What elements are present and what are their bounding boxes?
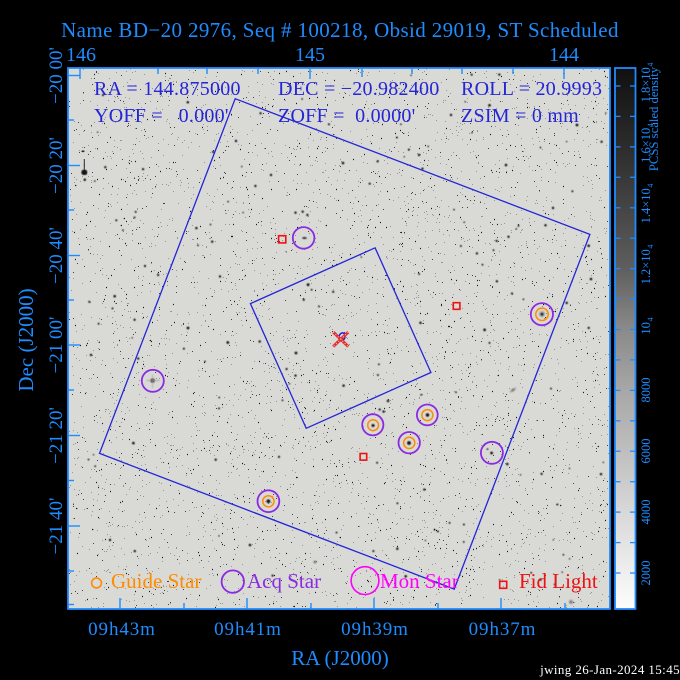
svg-text:Acq Star: Acq Star <box>247 569 321 593</box>
svg-text:RA (J2000): RA (J2000) <box>291 646 388 670</box>
svg-text:Guide Star: Guide Star <box>111 569 201 593</box>
svg-text:YOFF = 0.000': YOFF = 0.000' <box>94 105 229 127</box>
svg-text:1.6×104: 1.6×104 <box>639 123 655 163</box>
svg-text:−20 00': −20 00' <box>46 47 67 104</box>
svg-text:6000: 6000 <box>639 439 653 464</box>
svg-text:1.8×104: 1.8×104 <box>639 63 655 103</box>
svg-text:09h43m: 09h43m <box>88 619 156 640</box>
svg-text:145: 145 <box>295 44 325 66</box>
svg-text:ROLL = 20.9993: ROLL = 20.9993 <box>461 78 602 100</box>
svg-text:146: 146 <box>66 44 96 66</box>
svg-text:ZOFF = 0.0000': ZOFF = 0.0000' <box>278 105 416 127</box>
svg-text:−21 20': −21 20' <box>46 407 67 464</box>
svg-text:−20 40': −20 40' <box>46 227 67 284</box>
svg-text:Mon Star: Mon Star <box>380 569 459 593</box>
svg-text:09h41m: 09h41m <box>214 619 282 640</box>
svg-text:09h37m: 09h37m <box>469 619 537 640</box>
svg-text:ZSIM = 0 mm: ZSIM = 0 mm <box>461 105 579 127</box>
svg-text:144: 144 <box>549 44 579 66</box>
svg-text:−21 40': −21 40' <box>46 498 67 555</box>
svg-text:4000: 4000 <box>639 500 653 525</box>
svg-text:Dec (J2000): Dec (J2000) <box>14 288 38 391</box>
svg-text:8000: 8000 <box>639 378 653 403</box>
svg-text:1.4×104: 1.4×104 <box>639 184 655 224</box>
svg-text:1.2×104: 1.2×104 <box>639 245 655 285</box>
svg-text:−21 00': −21 00' <box>46 317 67 374</box>
svg-text:−20 20': −20 20' <box>46 137 67 194</box>
svg-text:PCSS scaled density: PCSS scaled density <box>647 66 661 171</box>
svg-text:Fid Light: Fid Light <box>519 569 598 593</box>
svg-text:jwing 26-Jan-2024 15:45: jwing 26-Jan-2024 15:45 <box>539 662 680 677</box>
svg-text:RA = 144.875000: RA = 144.875000 <box>94 78 241 100</box>
svg-text:2000: 2000 <box>639 561 653 586</box>
svg-text:09h39m: 09h39m <box>341 619 409 640</box>
svg-text:Name BD−20 2976, Seq # 100218,: Name BD−20 2976, Seq # 100218, Obsid 290… <box>61 18 619 42</box>
svg-text:DEC = −20.982400: DEC = −20.982400 <box>278 78 440 100</box>
